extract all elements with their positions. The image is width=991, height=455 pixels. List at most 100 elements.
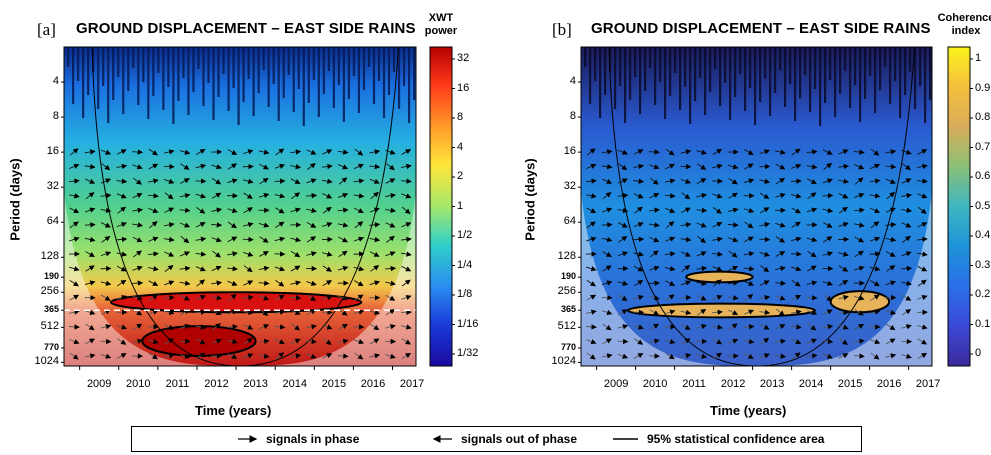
- phase-arrow: [806, 295, 818, 301]
- phase-arrow: [759, 236, 771, 243]
- phase-arrow: [100, 251, 112, 257]
- panel-a-title: GROUND DISPLACEMENT – EAST SIDE RAINS: [76, 20, 416, 37]
- phase-arrow: [227, 251, 238, 257]
- phase-arrow: [275, 221, 285, 228]
- phase-arrow: [385, 324, 396, 330]
- phase-arrow: [917, 352, 928, 359]
- phase-arrow: [227, 149, 238, 155]
- phase-arrow: [790, 236, 802, 242]
- y-tick-label: 256: [40, 285, 59, 298]
- colorbar-a-title-line2: power: [424, 25, 458, 37]
- phase-arrow: [806, 207, 818, 213]
- phase-arrow: [807, 250, 817, 258]
- phase-arrow: [665, 352, 675, 360]
- phase-arrow: [354, 148, 364, 156]
- phase-arrow: [838, 353, 849, 359]
- phase-arrow: [322, 206, 332, 214]
- phase-arrow: [369, 178, 380, 184]
- phase-arrow: [633, 149, 644, 155]
- short-period-streak: [172, 47, 175, 124]
- phase-arrow: [917, 149, 928, 155]
- phase-arrow: [353, 178, 365, 184]
- phase-arrow: [321, 178, 333, 184]
- phase-arrow: [258, 338, 270, 345]
- short-period-streak: [704, 47, 707, 115]
- phase-arrow: [321, 294, 333, 301]
- phase-arrow: [743, 324, 755, 330]
- phase-arrow: [633, 236, 645, 243]
- phase-arrow: [664, 266, 676, 272]
- phase-arrow: [917, 279, 927, 287]
- phase-arrow: [101, 235, 111, 243]
- phase-arrow: [744, 293, 754, 302]
- phase-arrow: [665, 163, 676, 170]
- phase-arrow: [870, 280, 880, 287]
- phase-arrow: [116, 353, 127, 359]
- phase-arrow: [916, 251, 928, 257]
- phase-arrow: [385, 353, 396, 359]
- phase-arrow: [306, 338, 318, 345]
- phase-arrow: [617, 192, 629, 199]
- phase-arrow: [274, 163, 286, 169]
- phase-arrow: [243, 251, 254, 257]
- phase-arrow: [916, 236, 928, 243]
- short-period-streak: [919, 47, 922, 86]
- phase-arrow: [696, 207, 708, 214]
- phase-arrow: [775, 163, 786, 170]
- phase-arrow: [838, 324, 849, 330]
- phase-arrow: [586, 352, 596, 360]
- phase-arrow: [649, 177, 659, 185]
- plot-frame: [63, 46, 417, 367]
- phase-arrow: [759, 149, 770, 155]
- y-tick-label: 190: [560, 271, 576, 282]
- phase-arrow: [901, 149, 912, 155]
- plot-background: [581, 47, 932, 366]
- phase-arrow: [69, 163, 80, 169]
- short-period-streak: [362, 47, 366, 90]
- phase-arrow: [163, 222, 175, 228]
- phase-arrow: [728, 192, 738, 199]
- phase-arrow: [164, 323, 174, 330]
- phase-arrow: [649, 207, 660, 213]
- phase-arrow: [385, 265, 397, 272]
- short-period-streak: [689, 47, 692, 124]
- panel-b-colorbar-title: Coherence index: [936, 12, 991, 38]
- phase-arrow: [369, 236, 381, 243]
- phase-arrow: [618, 163, 628, 171]
- colorbar-tick-label: 16: [457, 81, 470, 94]
- phase-arrow: [132, 250, 142, 258]
- y-tick-label: 365: [560, 304, 576, 315]
- phase-arrow: [337, 353, 349, 359]
- short-period-streak: [804, 47, 807, 75]
- phase-arrow: [322, 338, 332, 345]
- phase-arrow: [337, 222, 349, 228]
- phase-arrow: [759, 294, 771, 301]
- x-tick-label: 2011: [682, 378, 706, 390]
- phase-arrow: [211, 207, 223, 213]
- phase-arrow: [870, 207, 881, 213]
- phase-arrow: [180, 178, 190, 184]
- phase-arrow: [84, 353, 96, 359]
- phase-arrow: [822, 338, 834, 345]
- phase-arrow: [791, 266, 802, 272]
- phase-arrow: [807, 192, 817, 199]
- phase-arrow: [179, 149, 191, 155]
- phase-arrow: [242, 222, 254, 228]
- phase-arrow: [727, 280, 739, 286]
- colorbar-tick-label: 0.7: [975, 140, 991, 153]
- short-period-streak: [82, 47, 85, 118]
- phase-arrow: [822, 280, 834, 286]
- phase-arrow: [664, 251, 676, 257]
- y-tick-label: 4: [52, 75, 59, 88]
- short-period-streak: [874, 47, 877, 113]
- phase-arrow: [760, 265, 770, 273]
- phase-arrow: [68, 178, 80, 184]
- phase-arrow: [227, 353, 238, 359]
- phase-arrow: [775, 177, 786, 185]
- colorbar-tick-label: 0: [975, 347, 982, 359]
- phase-arrow: [243, 192, 253, 199]
- short-period-streak: [122, 47, 125, 114]
- phase-arrow: [195, 295, 206, 301]
- short-period-streak: [809, 47, 812, 112]
